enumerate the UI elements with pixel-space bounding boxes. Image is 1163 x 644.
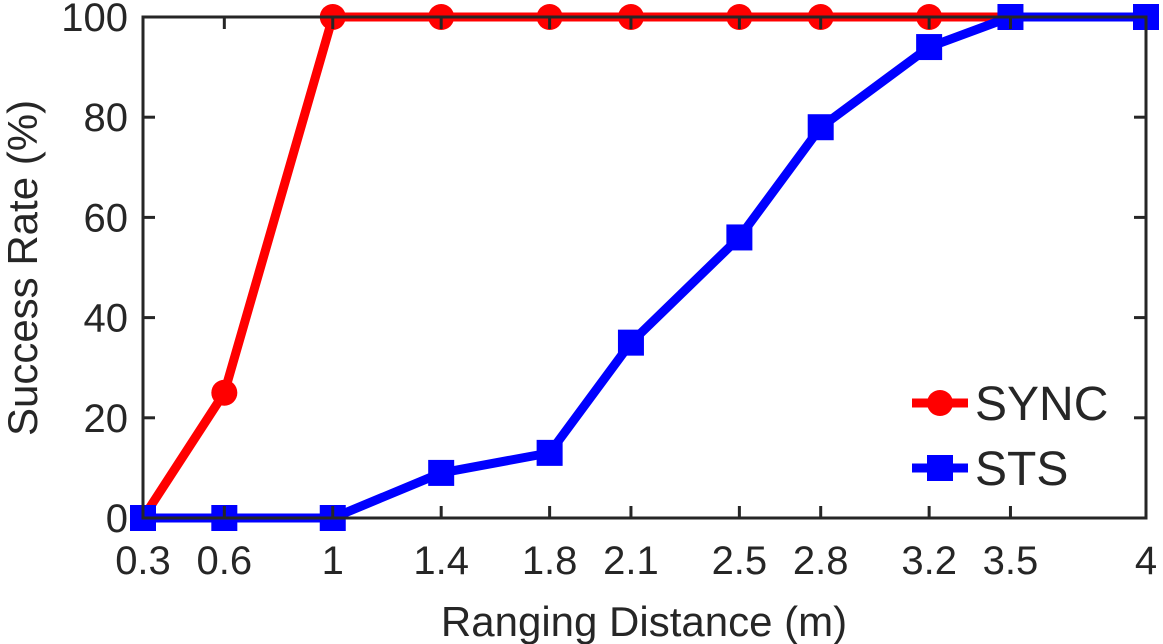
x-tick-label: 3.5	[983, 539, 1039, 583]
y-axis-ticks	[143, 15, 1146, 520]
y-tick-label: 100	[61, 0, 128, 40]
legend-marker-sts	[927, 455, 953, 481]
y-tick-label: 80	[84, 96, 129, 140]
plot-frame	[141, 15, 1148, 520]
x-tick-label: 1.8	[522, 539, 578, 583]
data-point-sts	[536, 439, 563, 466]
legend-label-sts: STS	[975, 443, 1068, 496]
x-tick-label: 2.1	[603, 539, 659, 583]
y-tick-label: 20	[84, 397, 129, 441]
x-tick-label: 4	[1135, 539, 1157, 583]
x-tick-label: 1	[322, 539, 344, 583]
y-axis-label: Success Rate (%)	[0, 100, 46, 436]
legend-marker-sync	[927, 390, 953, 416]
data-point-sts	[807, 114, 834, 141]
y-tick-label: 60	[84, 196, 129, 240]
data-point-sts	[916, 34, 943, 61]
x-tick-label: 2.8	[793, 539, 849, 583]
legend: SYNC STS	[912, 378, 1108, 496]
x-tick-label: 0.6	[197, 539, 253, 583]
x-axis-label: Ranging Distance (m)	[441, 598, 847, 644]
data-point-sts	[726, 224, 753, 251]
x-tick-label: 3.2	[901, 539, 957, 583]
x-axis-ticks	[141, 17, 1148, 518]
x-tick-label: 2.5	[712, 539, 768, 583]
data-point-sts	[617, 329, 644, 356]
data-point-sts	[428, 459, 455, 486]
data-point-sync	[211, 379, 238, 406]
x-tick-label: 0.3	[115, 539, 171, 583]
y-tick-label: 40	[84, 297, 129, 341]
y-axis-tick-labels: 0 20 40 60 80 100	[61, 0, 128, 541]
y-tick-label: 0	[106, 497, 128, 541]
legend-label-sync: SYNC	[975, 378, 1108, 431]
x-axis-tick-labels: 0.3 0.6 1 1.4 1.8 2.1 2.5 2.8 3.2 3.5 4	[115, 539, 1157, 583]
x-tick-label: 1.4	[413, 539, 469, 583]
